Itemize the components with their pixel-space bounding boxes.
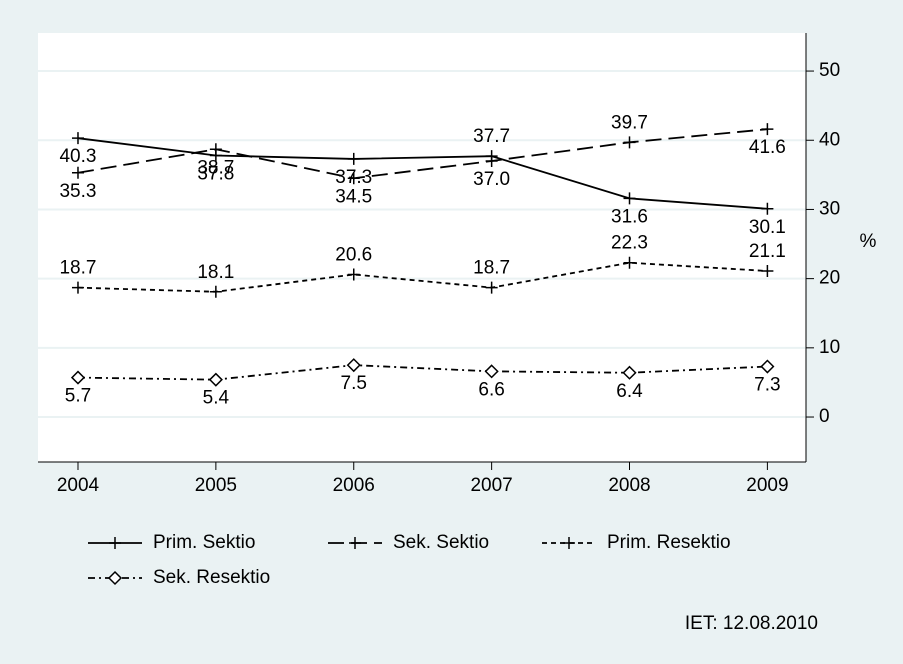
marker	[760, 359, 775, 374]
y-tick-label: 50	[819, 60, 840, 81]
y-tick-label: 0	[819, 406, 830, 427]
y-tick-label: 40	[819, 129, 840, 150]
y-tick-label: 20	[819, 268, 840, 289]
marker	[71, 281, 84, 294]
marker	[485, 281, 498, 294]
marker	[623, 256, 636, 269]
data-label: 6.4	[616, 381, 643, 402]
data-label: 34.5	[335, 186, 372, 207]
legend-marker	[349, 537, 361, 549]
data-label: 6.6	[478, 379, 504, 400]
data-label: 35.3	[59, 181, 96, 202]
marker	[347, 172, 360, 185]
marker	[623, 136, 636, 149]
data-label: 18.7	[473, 258, 510, 279]
marker	[761, 265, 774, 278]
x-tick-label: 2007	[470, 475, 512, 496]
legend-marker	[109, 537, 121, 549]
y-axis-label: %	[860, 231, 877, 252]
data-label: 22.3	[611, 233, 648, 254]
data-label: 31.6	[611, 206, 648, 227]
data-label: 37.0	[473, 169, 510, 190]
data-label: 20.6	[335, 245, 372, 266]
data-label: 7.3	[754, 375, 780, 396]
marker	[209, 285, 222, 298]
marker	[484, 364, 499, 379]
data-label: 5.4	[203, 388, 230, 409]
legend-box	[75, 515, 770, 603]
marker	[761, 123, 774, 136]
data-label: 39.7	[611, 112, 648, 133]
data-label: 18.7	[59, 258, 96, 279]
marker	[347, 268, 360, 281]
legend-marker	[107, 570, 123, 586]
marker	[346, 358, 361, 373]
marker	[70, 370, 86, 385]
series-line	[77, 364, 768, 381]
data-label: 18.1	[197, 262, 234, 283]
x-tick-label: 2004	[57, 475, 100, 496]
marker	[71, 166, 84, 179]
series-line	[77, 261, 768, 293]
data-label: 37.7	[473, 126, 510, 147]
note: IET: 12.08.2010	[685, 613, 818, 634]
marker	[347, 152, 360, 165]
data-label: 37.8	[197, 163, 234, 184]
data-label: 41.6	[749, 137, 786, 158]
marker	[208, 372, 223, 387]
data-label: 40.3	[59, 146, 96, 167]
marker	[623, 192, 636, 205]
data-label: 30.1	[749, 217, 786, 238]
legend-label: Sek. Sektio	[393, 532, 489, 553]
marker	[71, 132, 84, 145]
legend-label: Sek. Resektio	[153, 567, 270, 588]
legend-label: Prim. Sektio	[153, 532, 255, 553]
y-tick-label: 30	[819, 198, 840, 219]
marker	[485, 155, 498, 168]
marker	[209, 143, 222, 156]
marker	[622, 365, 637, 380]
x-tick-label: 2005	[195, 475, 237, 496]
y-tick-label: 10	[819, 337, 840, 358]
plot-area	[38, 33, 806, 462]
x-tick-label: 2008	[608, 475, 650, 496]
marker	[761, 202, 774, 215]
x-tick-label: 2009	[746, 475, 788, 496]
data-label: 38.7	[197, 157, 234, 178]
legend-label: Prim. Resektio	[607, 532, 731, 553]
legend-marker	[563, 537, 575, 549]
data-label: 7.5	[341, 373, 367, 394]
x-tick-label: 2006	[333, 475, 375, 496]
data-label: 21.1	[749, 241, 786, 262]
series-line	[77, 128, 768, 180]
data-label: 5.7	[65, 386, 91, 407]
